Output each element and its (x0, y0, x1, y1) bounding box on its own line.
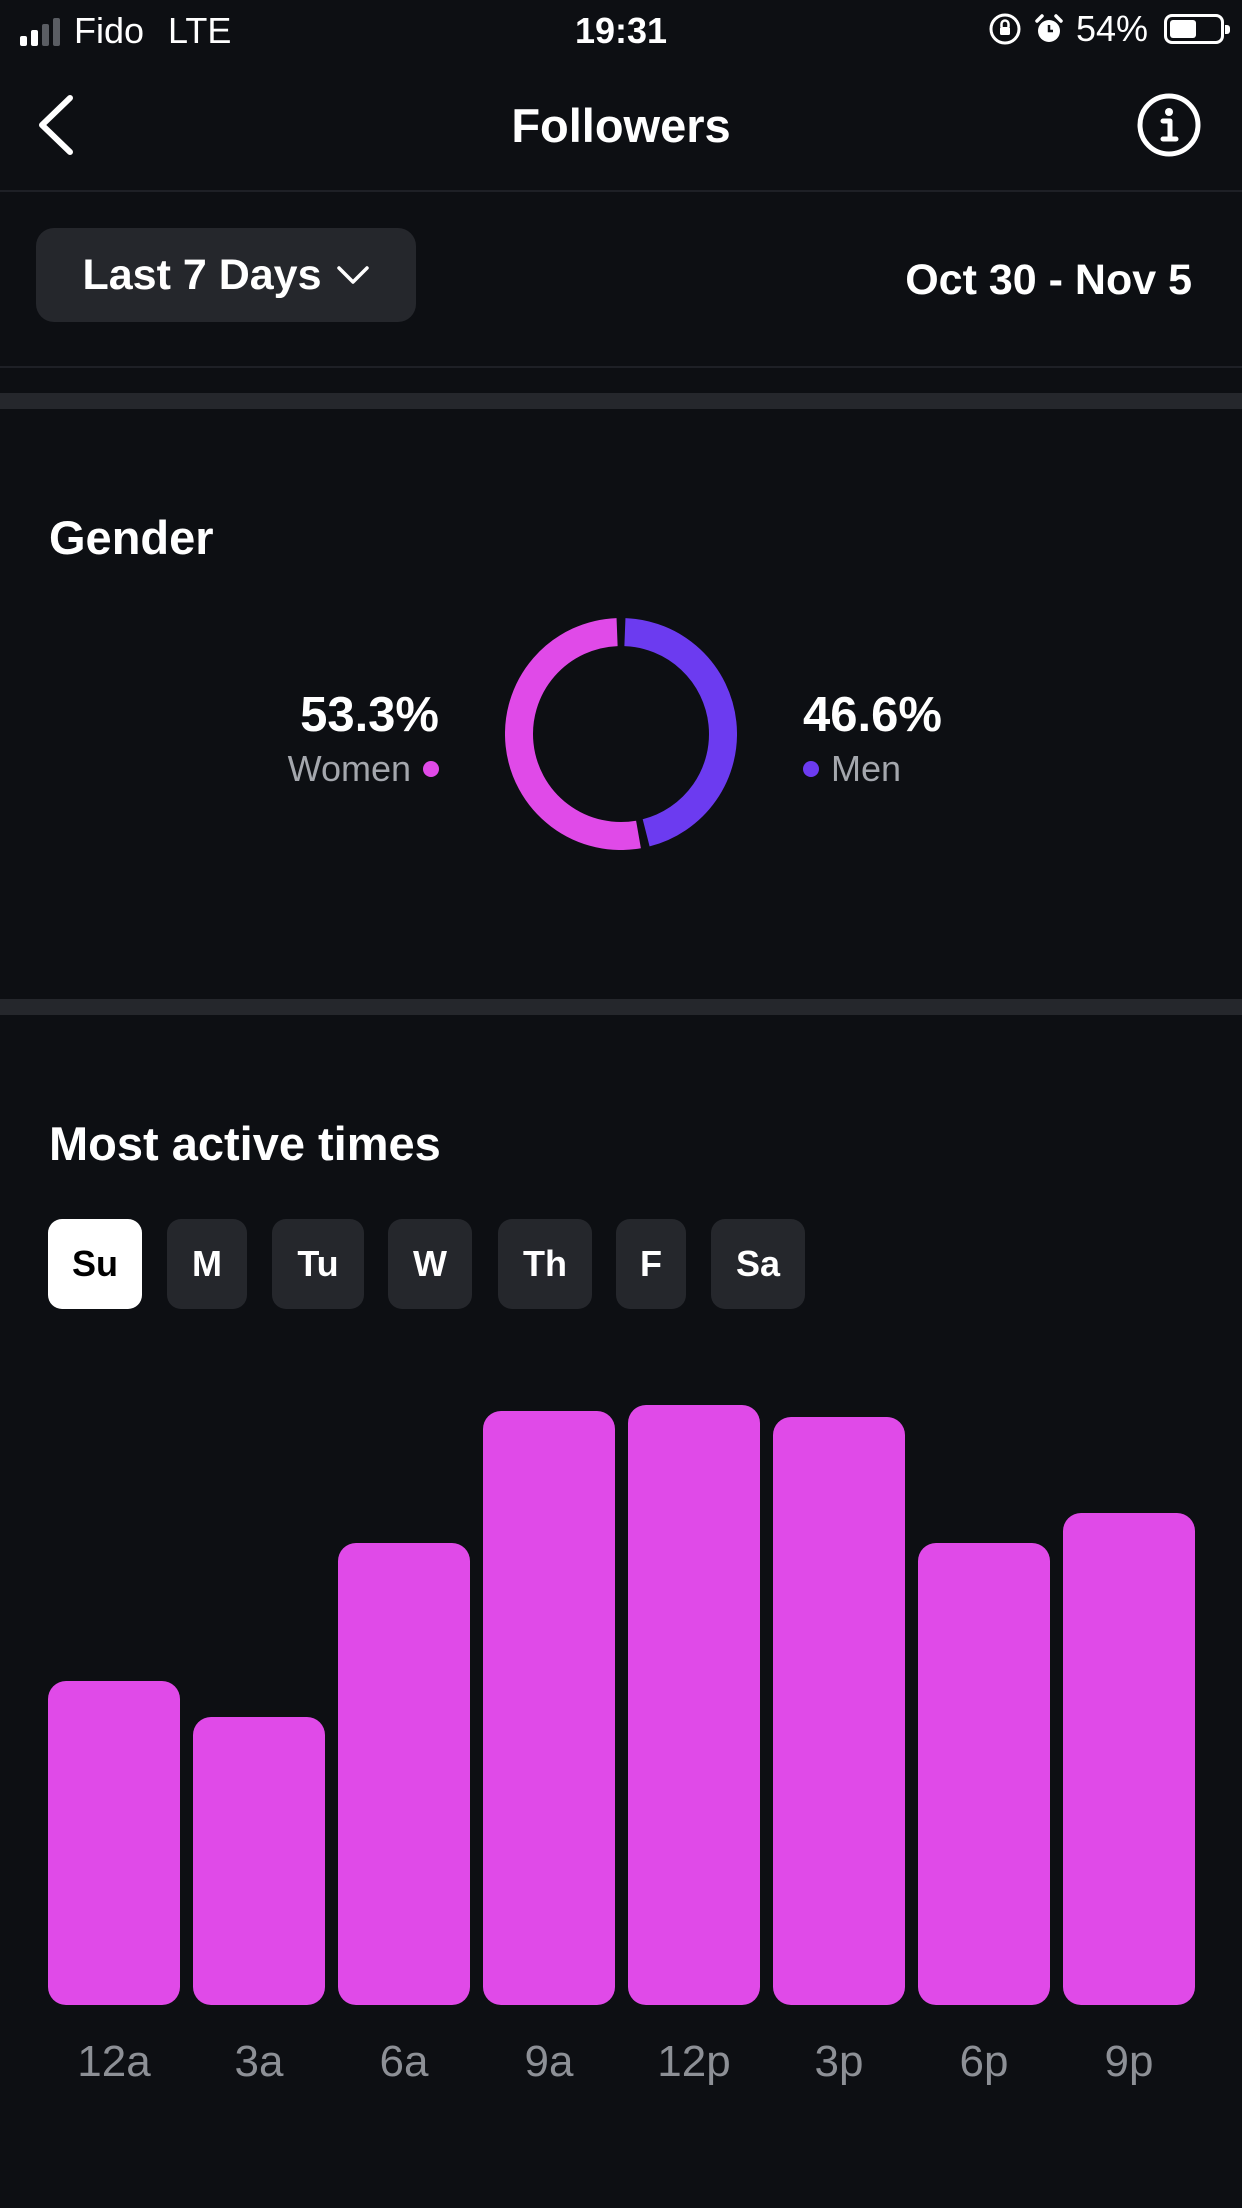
x-tick-label: 12a (77, 2037, 151, 2086)
women-legend-dot (423, 761, 439, 777)
carrier-name: Fido (74, 10, 145, 51)
gender-donut-chart (505, 618, 737, 850)
chart-bar-9p[interactable] (1063, 1513, 1195, 2005)
date-range-dropdown[interactable]: Last 7 Days (36, 228, 416, 322)
alarm-icon (1035, 14, 1063, 42)
day-tab-su[interactable]: Su (48, 1219, 142, 1309)
chart-bar-12a[interactable] (48, 1681, 180, 2005)
page-title: Followers (511, 99, 731, 152)
day-tab-w[interactable]: W (388, 1219, 472, 1309)
network-type: LTE (168, 10, 232, 51)
gender-title: Gender (49, 511, 214, 564)
x-tick-label: 3p (814, 2037, 864, 2086)
date-range-dropdown-label: Last 7 Days (82, 250, 322, 299)
battery-percent: 54% (1075, 8, 1148, 49)
men-stat: 46.6% Men (803, 684, 942, 790)
nav-bar: Followers (0, 62, 1242, 192)
back-button[interactable] (30, 92, 90, 158)
x-tick-label: 6a (379, 2037, 429, 2086)
chevron-down-icon (336, 266, 369, 284)
section-divider (0, 999, 1242, 1015)
chart-bar-6p[interactable] (918, 1543, 1050, 2005)
women-percent: 53.3% (300, 688, 439, 742)
active-times-title: Most active times (49, 1117, 441, 1170)
filter-row: Last 7 Days Oct 30 - Nov 5 (0, 192, 1242, 368)
men-percent: 46.6% (803, 688, 942, 742)
info-icon (1137, 93, 1201, 157)
x-tick-label: 12p (657, 2037, 731, 2086)
women-stat: 53.3% Women (288, 684, 439, 790)
x-tick-label: 3a (234, 2037, 284, 2086)
chevron-left-icon (39, 95, 73, 155)
donut-slice-women (505, 618, 641, 850)
date-range-text: Oct 30 - Nov 5 (905, 256, 1192, 304)
chart-bar-6a[interactable] (338, 1543, 470, 2005)
day-tab-sa[interactable]: Sa (711, 1219, 805, 1309)
battery-icon (1164, 14, 1230, 44)
day-tab-m[interactable]: M (167, 1219, 247, 1309)
x-tick-label: 9a (524, 2037, 574, 2086)
x-tick-label: 6p (959, 2037, 1009, 2086)
men-legend-dot (803, 761, 819, 777)
chart-bar-3p[interactable] (773, 1417, 905, 2005)
rotation-lock-icon (989, 13, 1021, 45)
men-label: Men (831, 748, 902, 789)
chart-bar-12p[interactable] (628, 1405, 760, 2005)
chart-bar-9a[interactable] (483, 1411, 615, 2005)
day-tab-f[interactable]: F (616, 1219, 686, 1309)
section-divider (0, 393, 1242, 409)
status-time: 19:31 (574, 10, 668, 51)
chart-bar-3a[interactable] (193, 1717, 325, 2005)
info-button[interactable] (1136, 92, 1202, 158)
women-label: Women (287, 748, 411, 789)
signal-strength-icon (20, 16, 60, 46)
day-tab-th[interactable]: Th (498, 1219, 592, 1309)
x-tick-label: 9p (1104, 2037, 1154, 2086)
day-tab-tu[interactable]: Tu (272, 1219, 364, 1309)
donut-slice-men (624, 618, 737, 847)
status-bar: Fido LTE 19:31 54% (0, 0, 1242, 62)
